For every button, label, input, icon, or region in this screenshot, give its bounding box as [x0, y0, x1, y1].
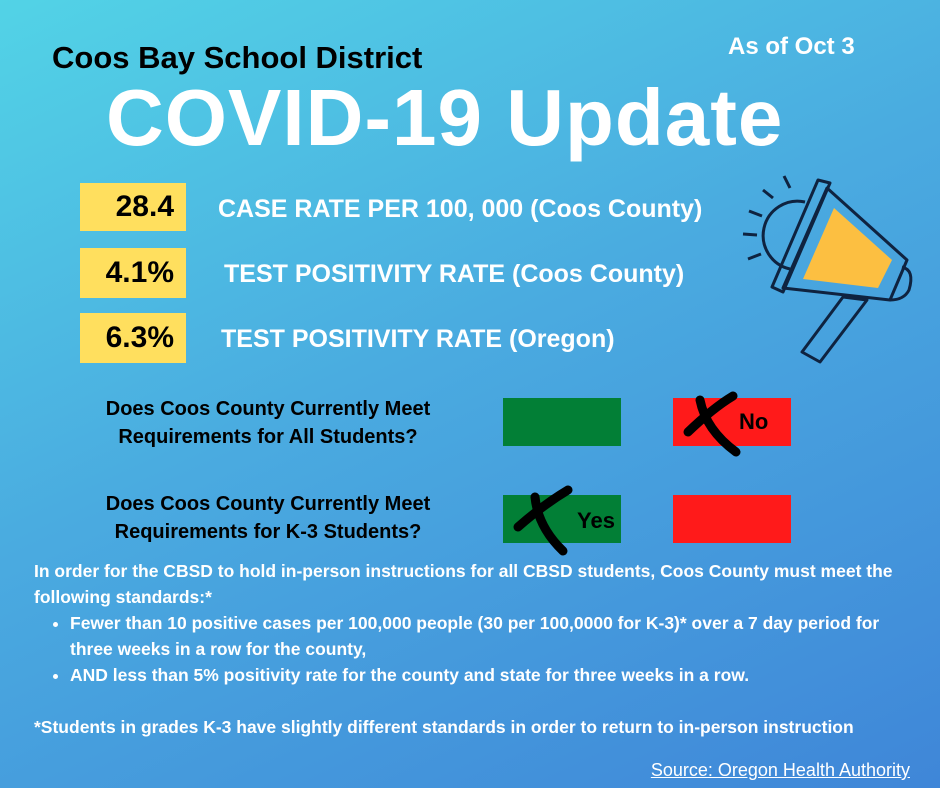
no-box-k3 [673, 495, 791, 543]
question-line: Requirements for K-3 Students? [114, 521, 422, 543]
standards-text: In order for the CBSD to hold in-person … [34, 558, 914, 740]
case-rate-label: CASE RATE PER 100, 000 (Coos County) [218, 195, 703, 223]
x-mark-icon [683, 391, 741, 457]
list-item: Fewer than 10 positive cases per 100,000… [70, 610, 914, 662]
question-all-students: Does Coos County Currently Meet Requirem… [48, 395, 488, 451]
page-title: COVID-19 Update [106, 73, 784, 162]
oregon-positivity-label: TEST POSITIVITY RATE (Oregon) [221, 325, 615, 353]
yes-box-all [503, 398, 621, 446]
case-rate-value: 28.4 [80, 183, 186, 231]
question-k3-students: Does Coos County Currently Meet Requirem… [48, 490, 488, 546]
question-line: Does Coos County Currently Meet [105, 493, 431, 515]
county-positivity-label: TEST POSITIVITY RATE (Coos County) [224, 260, 685, 288]
source-link[interactable]: Source: Oregon Health Authority [650, 760, 910, 780]
question-line: Requirements for All Students? [118, 426, 418, 448]
x-mark-icon [513, 485, 573, 556]
footnote: *Students in grades K-3 have slightly di… [34, 717, 854, 737]
intro-text: In order for the CBSD to hold in-person … [34, 561, 893, 607]
as-of-date: As of Oct 3 [728, 33, 855, 60]
yes-label: Yes [577, 508, 615, 533]
list-item: AND less than 5% positivity rate for the… [70, 662, 914, 688]
question-line: Does Coos County Currently Meet [105, 398, 431, 420]
district-name: Coos Bay School District [52, 40, 423, 75]
standards-list: Fewer than 10 positive cases per 100,000… [70, 610, 914, 688]
oregon-positivity-value: 6.3% [80, 313, 186, 363]
county-positivity-value: 4.1% [80, 248, 186, 298]
no-label: No [739, 409, 769, 434]
